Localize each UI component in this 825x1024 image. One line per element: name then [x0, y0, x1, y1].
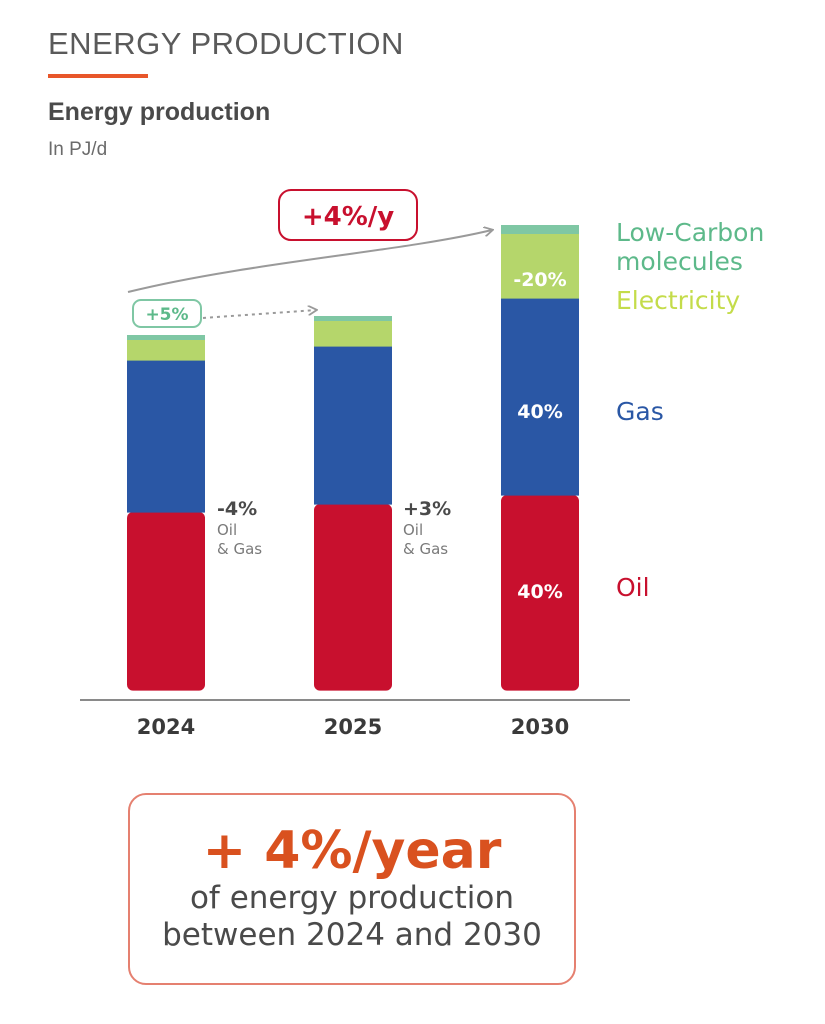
- bar-electricity-2024: [127, 340, 205, 361]
- chart-unit: In PJ/d: [48, 139, 108, 160]
- change-2024-2025-arrow: [202, 310, 316, 319]
- stacked-bar-chart: 2024 2025 2030 -20% 40% 40% Low-Carbon m…: [80, 189, 764, 739]
- legend-electricity: Electricity: [616, 286, 740, 315]
- x-tick-label-2030: 2030: [511, 715, 569, 739]
- bar-electricity-2030: [501, 234, 579, 299]
- legend-oil: Oil: [616, 573, 650, 602]
- bar-gas-2030: [501, 298, 579, 496]
- segment-label-oil-2030: 40%: [517, 581, 562, 603]
- segment-label-electricity-2030: -20%: [513, 269, 566, 291]
- growth-arrow: [127, 230, 492, 293]
- growth-rate-label: +4%/y: [302, 202, 394, 232]
- annotation-oil-gas-2024: -4% Oil & Gas: [217, 498, 262, 558]
- annotation-oil-gas-2024-value: -4%: [217, 498, 257, 520]
- summary-headline: + 4%/year: [202, 821, 502, 881]
- summary-line-2: between 2024 and 2030: [162, 917, 542, 954]
- title-underline: [48, 74, 148, 78]
- annotation-oil-gas-2025-line2: & Gas: [403, 540, 448, 558]
- segment-label-gas-2030: 40%: [517, 401, 562, 423]
- x-tick-label-2025: 2025: [324, 715, 382, 739]
- annotation-oil-gas-2025-line1: Oil: [403, 521, 423, 539]
- x-tick-label-2024: 2024: [137, 715, 195, 739]
- summary-line-1: of energy production: [189, 880, 515, 917]
- summary-box: + 4%/year of energy production between 2…: [128, 793, 576, 985]
- bar-low-carbon-molecules-2024: [127, 335, 205, 340]
- bar-gas-2024: [127, 360, 205, 513]
- bar-oil-2024: [127, 512, 205, 691]
- annotation-oil-gas-2025-value: +3%: [403, 498, 451, 520]
- legend-low-carbon-line2: molecules: [616, 247, 743, 276]
- bar-gas-2025: [314, 346, 392, 505]
- change-2024-2025-label: +5%: [145, 305, 188, 325]
- bar-oil-2025: [314, 504, 392, 691]
- annotation-oil-gas-2025: +3% Oil & Gas: [403, 498, 451, 558]
- bar-electricity-2025: [314, 321, 392, 347]
- bar-oil-2030: [501, 495, 579, 691]
- annotation-oil-gas-2024-line2: & Gas: [217, 540, 262, 558]
- section-title: ENERGY PRODUCTION: [48, 26, 404, 61]
- growth-rate-badge: [278, 189, 418, 241]
- chart-title: Energy production: [48, 98, 271, 126]
- change-2024-2025-badge: [132, 299, 202, 328]
- annotation-oil-gas-2024-line1: Oil: [217, 521, 237, 539]
- legend-low-carbon-line1: Low-Carbon: [616, 218, 764, 247]
- bars-group: [127, 225, 579, 691]
- bar-low-carbon-molecules-2030: [501, 225, 579, 234]
- bar-low-carbon-molecules-2025: [314, 316, 392, 321]
- legend-gas: Gas: [616, 397, 664, 426]
